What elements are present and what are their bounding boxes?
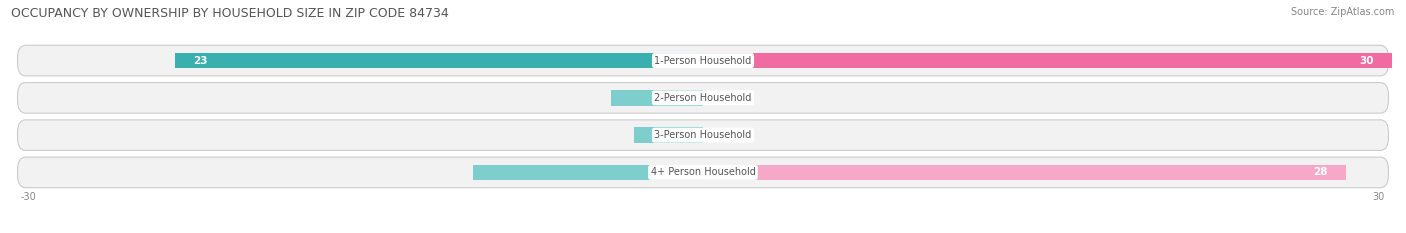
Bar — [612, 90, 703, 106]
FancyBboxPatch shape — [17, 45, 1389, 76]
FancyBboxPatch shape — [17, 157, 1389, 188]
Text: 28: 28 — [1313, 168, 1327, 177]
Bar — [634, 127, 703, 143]
Text: 23: 23 — [193, 56, 208, 65]
Text: 2-Person Household: 2-Person Household — [654, 93, 752, 103]
Text: -30: -30 — [21, 192, 37, 202]
Text: 4+ Person Household: 4+ Person Household — [651, 168, 755, 177]
Text: 3: 3 — [682, 130, 689, 140]
Text: 3-Person Household: 3-Person Household — [654, 130, 752, 140]
Text: 30: 30 — [1372, 192, 1385, 202]
Bar — [703, 164, 1346, 180]
Text: 0: 0 — [738, 93, 744, 103]
Bar — [174, 53, 703, 69]
Text: 0: 0 — [738, 130, 744, 140]
Text: 10: 10 — [675, 168, 689, 177]
Text: OCCUPANCY BY OWNERSHIP BY HOUSEHOLD SIZE IN ZIP CODE 84734: OCCUPANCY BY OWNERSHIP BY HOUSEHOLD SIZE… — [11, 7, 449, 20]
Text: 1-Person Household: 1-Person Household — [654, 56, 752, 65]
Bar — [474, 164, 703, 180]
Text: Source: ZipAtlas.com: Source: ZipAtlas.com — [1291, 7, 1395, 17]
FancyBboxPatch shape — [17, 120, 1389, 151]
Text: 4: 4 — [682, 93, 689, 103]
FancyBboxPatch shape — [17, 82, 1389, 113]
Text: 30: 30 — [1360, 56, 1374, 65]
Bar — [703, 53, 1392, 69]
